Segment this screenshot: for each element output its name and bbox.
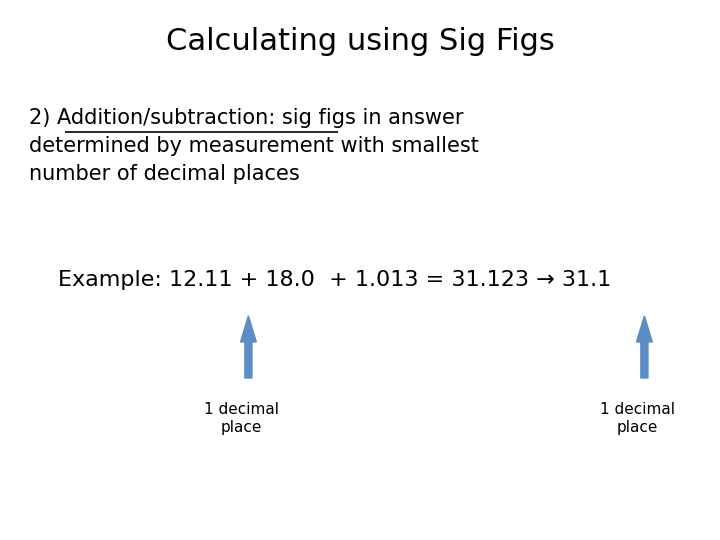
Text: 2) Addition/subtraction: sig figs in answer
determined by measurement with small: 2) Addition/subtraction: sig figs in ans… xyxy=(29,108,479,184)
Text: 1 decimal
place: 1 decimal place xyxy=(600,402,675,435)
Text: Calculating using Sig Figs: Calculating using Sig Figs xyxy=(166,27,554,56)
FancyArrow shape xyxy=(240,316,256,378)
FancyArrow shape xyxy=(636,316,652,378)
Text: 1 decimal
place: 1 decimal place xyxy=(204,402,279,435)
Text: Example: 12.11 + 18.0  + 1.013 = 31.123 → 31.1: Example: 12.11 + 18.0 + 1.013 = 31.123 →… xyxy=(58,270,611,290)
